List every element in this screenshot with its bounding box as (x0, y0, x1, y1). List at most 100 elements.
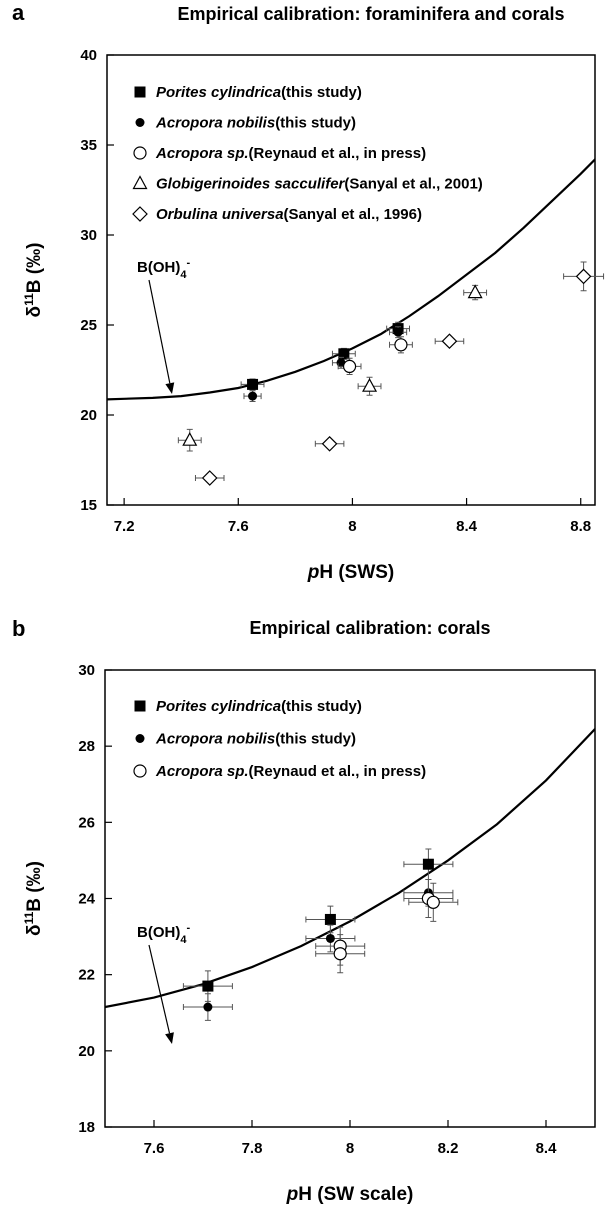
chart-title: Empirical calibration: foraminifera and … (177, 4, 564, 24)
marker-diamond (441, 333, 458, 350)
arrow-head (165, 1032, 174, 1044)
legend-source: (this study) (275, 731, 356, 748)
y-axis-label: δ11B (‰) (22, 861, 45, 936)
legend-name: Porites cylindrica (156, 84, 281, 101)
y-tick-label: 30 (78, 662, 95, 679)
annotation-text: B(OH) (137, 924, 180, 941)
x-tick-label: 7.2 (114, 518, 135, 535)
annotation-text: B(OH) (137, 259, 180, 276)
legend-name: Acropora nobilis (155, 115, 275, 132)
borate-curve (105, 728, 595, 1009)
legend-source: (Sanyal et al., 2001) (344, 176, 482, 193)
legend-marker (132, 206, 148, 222)
x-tick-label: 8.8 (570, 518, 591, 535)
legend-entry: Acropora sp.(Reynaud et al., in press) (155, 145, 426, 162)
y-tick-label: 15 (80, 497, 97, 514)
legend-entry: Porites cylindrica(this study) (156, 84, 362, 101)
legend-marker (135, 118, 145, 127)
marker-triangle (182, 431, 198, 446)
marker-open-circle (333, 947, 347, 961)
annotation-sup: - (186, 922, 190, 934)
plot-frame (106, 54, 596, 506)
y-label-delta: δ (24, 306, 45, 318)
x-label-text: H (SWS) (319, 562, 394, 583)
y-tick-label: 20 (78, 1043, 95, 1060)
borate-curve (107, 157, 595, 401)
chart-title: Empirical calibration: corals (249, 618, 490, 638)
legend-entry: Porites cylindrica(this study) (156, 698, 362, 715)
marker-square (202, 980, 214, 992)
x-tick-label: 7.6 (228, 518, 249, 535)
x-tick-label: 7.8 (242, 1140, 263, 1157)
y-label-sup: 11 (22, 911, 36, 924)
annotation-sub: 4 (180, 269, 187, 281)
marker-triangle (362, 377, 378, 392)
y-tick-label: 18 (78, 1119, 95, 1136)
y-label-text: B (‰) (24, 861, 45, 912)
x-axis-label: pH (SW scale) (286, 1184, 414, 1205)
annotation-arrow (148, 279, 171, 384)
legend-name: Globigerinoides sacculifer (156, 176, 346, 193)
marker-square (422, 858, 434, 870)
legend-entry: Acropora nobilis(this study) (155, 731, 356, 748)
x-label-italic: p (286, 1184, 299, 1205)
legend-marker (133, 146, 147, 160)
y-axis-label: δ11B (‰) (22, 243, 45, 318)
marker-square (324, 913, 336, 925)
legend-source: (Reynaud et al., in press) (249, 763, 427, 780)
legend-source: (Reynaud et al., in press) (249, 145, 427, 162)
legend-name: Acropora sp. (155, 763, 249, 780)
legend-marker (135, 734, 145, 743)
legend-source: (this study) (275, 115, 356, 132)
y-tick-label: 22 (78, 967, 95, 984)
x-tick-label: 8.2 (438, 1140, 459, 1157)
annotation-sub: 4 (180, 934, 187, 946)
annotation-arrow (148, 944, 171, 1034)
marker-circle (325, 933, 335, 943)
curve-annotation: B(OH)4- (137, 257, 190, 281)
marker-triangle (467, 284, 483, 299)
x-tick-label: 8.4 (536, 1140, 558, 1157)
y-tick-label: 28 (78, 738, 95, 755)
y-tick-label: 40 (80, 47, 97, 64)
panel-label: b (12, 616, 25, 641)
x-tick-label: 8.4 (456, 518, 478, 535)
legend-entry: Acropora sp.(Reynaud et al., in press) (155, 763, 426, 780)
marker-diamond (201, 470, 218, 486)
legend-entry: Orbulina universa(Sanyal et al., 1996) (156, 206, 422, 223)
annotation-sup: - (186, 257, 190, 269)
legend-name: Acropora sp. (155, 145, 249, 162)
legend-name: Acropora nobilis (155, 731, 275, 748)
x-tick-label: 7.6 (144, 1140, 165, 1157)
marker-circle (393, 327, 403, 337)
y-tick-label: 26 (78, 814, 95, 831)
y-label-delta: δ (24, 924, 45, 936)
x-label-italic: p (307, 562, 320, 583)
legend-source: (Sanyal et al., 1996) (284, 206, 422, 223)
x-axis-label: pH (SWS) (307, 562, 395, 583)
legend-source: (this study) (281, 698, 362, 715)
y-tick-label: 24 (78, 891, 95, 908)
marker-open-circle (426, 895, 440, 909)
y-tick-label: 20 (80, 407, 97, 424)
x-label-text: H (SW scale) (298, 1184, 413, 1205)
marker-circle (203, 1002, 213, 1012)
legend-name: Orbulina universa (156, 206, 284, 223)
curve-annotation: B(OH)4- (137, 922, 190, 946)
marker-diamond (575, 268, 592, 285)
legend-entry: Globigerinoides sacculifer(Sanyal et al.… (156, 176, 483, 193)
x-tick-label: 8 (348, 518, 356, 535)
legend-name: Porites cylindrica (156, 698, 281, 715)
panel-label: a (12, 0, 25, 25)
marker-square (247, 378, 259, 390)
legend-marker (134, 700, 146, 712)
legend-marker (132, 175, 148, 190)
legend-entry: Acropora nobilis(this study) (155, 115, 356, 132)
y-tick-label: 30 (80, 227, 97, 244)
y-label-text: B (‰) (24, 243, 45, 294)
marker-circle (248, 391, 258, 401)
legend-marker (134, 86, 146, 98)
y-tick-label: 25 (80, 317, 97, 334)
